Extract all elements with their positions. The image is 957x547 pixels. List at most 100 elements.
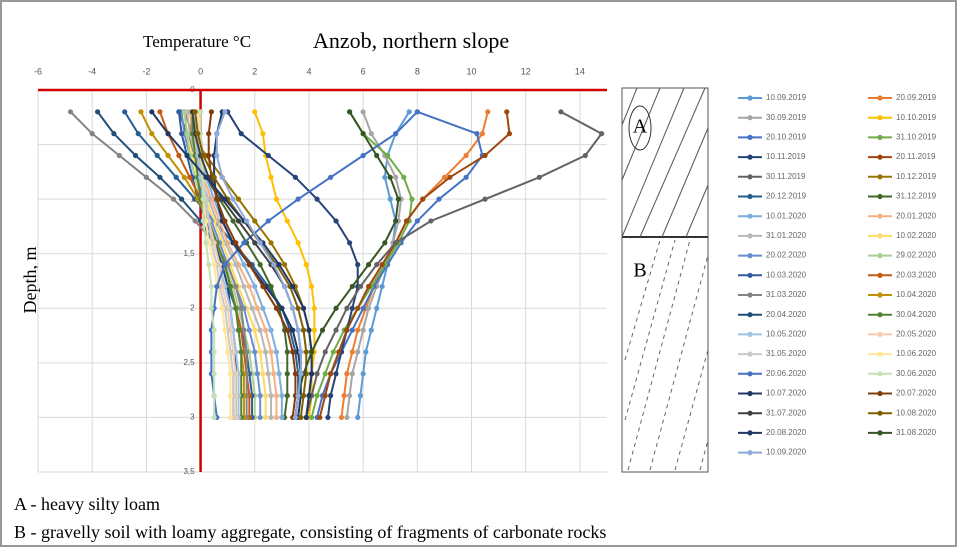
legend-label: 29.02.2020 [896,251,937,260]
x-tick-label: 2 [252,66,257,76]
data-point [464,175,469,180]
data-point [274,415,279,420]
legend-label: 31.12.2019 [896,192,937,201]
data-point [485,109,490,114]
data-point [184,131,189,136]
data-point [282,262,287,267]
data-point [320,328,325,333]
data-point [241,262,246,267]
legend-marker [747,194,752,199]
data-point [133,153,138,158]
data-point [228,284,233,289]
legend-marker [747,371,752,376]
data-point [361,371,366,376]
data-point [366,306,371,311]
data-point [222,262,227,267]
legend-label: 10.11.2019 [766,152,806,161]
data-point [239,131,244,136]
data-point [355,349,360,354]
data-point [361,153,366,158]
data-point [285,371,290,376]
data-point [136,131,141,136]
data-point [271,371,276,376]
data-point [407,109,412,114]
legend-marker [877,135,882,140]
legend-label: 10.12.2019 [896,172,937,181]
data-point [317,415,322,420]
data-point [314,371,319,376]
data-point [301,306,306,311]
legend-label: 30.04.2020 [896,310,937,319]
data-point [268,240,273,245]
data-point [374,153,379,158]
data-point [328,175,333,180]
data-point [111,131,116,136]
data-point [347,240,352,245]
data-point [222,197,227,202]
data-point [212,328,217,333]
data-point [285,393,290,398]
data-point [285,349,290,354]
data-point [339,415,344,420]
legend-marker [747,253,752,258]
data-point [244,218,249,223]
data-point [480,131,485,136]
data-point [138,109,143,114]
data-point [212,175,217,180]
data-point [274,393,279,398]
data-point [296,306,301,311]
legend-label: 20.11.2019 [896,152,936,161]
legend-marker [747,135,752,140]
legend-marker [877,214,882,219]
data-point [214,197,219,202]
data-point [187,175,192,180]
data-point [214,153,219,158]
data-point [247,284,252,289]
layer-label: A [633,116,648,138]
data-point [380,284,385,289]
legend-label: 20.03.2020 [896,270,937,279]
note: A - heavy silty loam [14,494,160,514]
legend-marker [877,253,882,258]
data-point [241,328,246,333]
data-point [309,284,314,289]
legend-marker [877,174,882,179]
legend-label: 10.06.2020 [896,349,937,358]
data-point [274,197,279,202]
data-point [333,306,338,311]
legend-label: 31.03.2020 [766,290,807,299]
data-point [314,197,319,202]
data-point [252,328,257,333]
legend-label: 10.08.2020 [896,408,937,417]
data-point [252,109,257,114]
legend-marker [747,312,752,317]
data-point [293,415,298,420]
legend-marker [747,391,752,396]
data-point [344,328,349,333]
data-point [228,393,233,398]
layer-label: B [633,260,646,282]
data-point [333,218,338,223]
data-point [504,109,509,114]
data-point [203,175,208,180]
data-point [220,306,225,311]
legend-label: 20.07.2020 [896,389,937,398]
legend-marker [747,115,752,120]
data-point [193,218,198,223]
data-point [537,175,542,180]
data-point [350,328,355,333]
data-point [355,306,360,311]
legend-label: 20.01.2020 [896,211,937,220]
data-point [198,109,203,114]
legend-marker [877,332,882,337]
legend-marker [877,95,882,100]
data-point [285,328,290,333]
data-point [361,306,366,311]
data-point [268,175,273,180]
data-point [599,131,604,136]
legend-marker [747,273,752,278]
legend-label: 10.09.2020 [766,448,807,457]
data-point [220,175,225,180]
data-point [277,262,282,267]
data-point [274,349,279,354]
